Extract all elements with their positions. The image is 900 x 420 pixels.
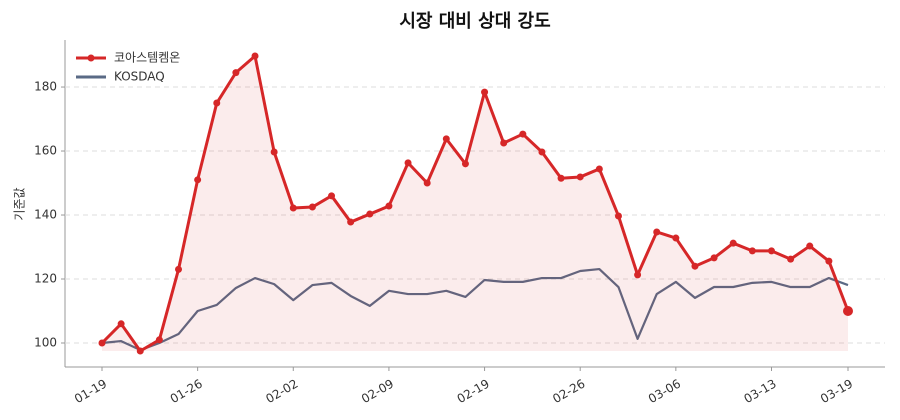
legend-label: KOSDAQ — [114, 70, 165, 84]
marker — [787, 255, 795, 263]
marker — [519, 130, 527, 138]
marker — [366, 210, 374, 218]
x-tick-label: 03-06 — [646, 377, 683, 407]
marker — [136, 347, 144, 355]
x-tick-label: 03-19 — [818, 377, 855, 407]
marker — [404, 159, 412, 167]
marker — [767, 247, 775, 255]
marker — [557, 174, 565, 182]
marker — [442, 135, 450, 143]
marker — [213, 99, 221, 107]
marker — [328, 192, 336, 200]
y-axis-label: 기준값 — [13, 187, 27, 220]
marker — [155, 336, 163, 344]
marker — [117, 320, 125, 328]
marker — [614, 212, 622, 220]
marker — [710, 254, 718, 262]
marker — [825, 257, 833, 265]
x-tick-label: 01-19 — [72, 377, 109, 407]
marker — [729, 239, 737, 247]
marker — [461, 160, 469, 168]
marker — [843, 306, 853, 317]
marker — [194, 176, 202, 184]
x-tick-label: 02-19 — [455, 377, 492, 407]
marker — [748, 247, 756, 255]
marker — [423, 179, 431, 187]
marker — [500, 139, 508, 147]
marker — [653, 228, 661, 236]
chart-title: 시장 대비 상대 강도 — [399, 11, 550, 32]
marker — [347, 218, 355, 226]
marker — [481, 88, 489, 96]
marker — [308, 203, 316, 211]
x-tick-label: 02-09 — [359, 377, 396, 407]
marker — [289, 204, 297, 212]
x-tick-label: 02-26 — [550, 377, 587, 407]
y-tick-label: 100 — [34, 336, 57, 350]
marker — [98, 339, 106, 347]
marker — [232, 69, 240, 77]
legend-label: 코아스템켐온 — [114, 51, 180, 65]
marker — [691, 262, 699, 270]
line — [101, 267, 849, 352]
marker — [634, 271, 642, 279]
area-fill — [102, 55, 848, 352]
marker — [251, 52, 259, 60]
x-tick-label: 01-26 — [168, 377, 205, 407]
marker — [538, 148, 546, 156]
marker — [595, 165, 603, 173]
x-tick-label: 02-02 — [263, 377, 300, 407]
y-tick-label: 120 — [34, 272, 57, 286]
marker — [672, 234, 680, 242]
marker — [806, 242, 814, 250]
marker — [576, 173, 584, 181]
y-tick-label: 140 — [34, 208, 57, 222]
x-tick-label: 03-13 — [742, 377, 779, 407]
marker — [385, 202, 393, 210]
line — [100, 54, 850, 353]
legend-marker — [87, 54, 95, 62]
marker — [175, 265, 183, 273]
y-tick-label: 180 — [34, 80, 57, 94]
marker — [270, 148, 278, 156]
y-tick-label: 160 — [34, 144, 57, 158]
